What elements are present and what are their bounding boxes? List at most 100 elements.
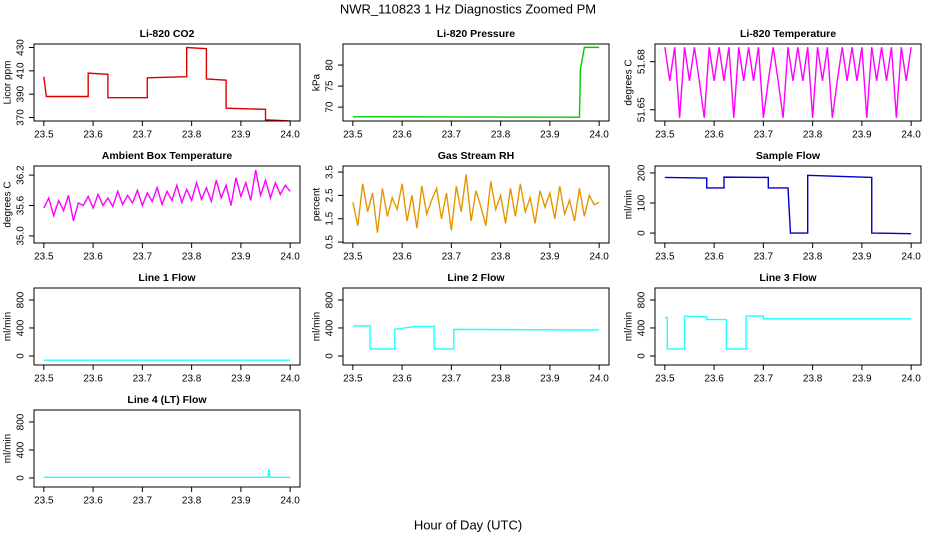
x-tick-label: 23.6 xyxy=(83,130,103,141)
x-tick-label: 23.7 xyxy=(133,496,153,507)
x-tick-label: 23.5 xyxy=(655,252,675,263)
x-tick-label: 23.7 xyxy=(754,374,774,385)
y-tick-label: 35.0 xyxy=(16,226,27,246)
plot-frame xyxy=(654,43,922,122)
y-tick-label: 2.5 xyxy=(325,188,336,202)
y-tick-label: 200 xyxy=(637,164,648,181)
y-tick-label: 800 xyxy=(325,291,336,308)
plot-frame xyxy=(654,165,922,244)
y-axis-label: ml/min xyxy=(3,434,14,463)
plot-frame xyxy=(342,287,610,366)
x-tick-label: 23.9 xyxy=(540,252,560,263)
plot-frame xyxy=(342,165,610,244)
x-tick-label: 23.8 xyxy=(491,130,511,141)
panel: Ambient Box Temperature degrees C 23.5 23.6… xyxy=(3,150,301,263)
plot-area xyxy=(43,46,291,121)
x-tick-label: 24.0 xyxy=(901,252,921,263)
panel-title: Li-820 Pressure xyxy=(437,28,515,40)
panel: Li-820 Pressure kPa 23.5 23.6 23.7 23.8 23.9 24… xyxy=(312,28,610,141)
data-line xyxy=(664,315,912,350)
x-tick-label: 23.7 xyxy=(442,252,462,263)
data-line xyxy=(352,46,600,118)
x-tick-label: 23.6 xyxy=(392,130,412,141)
panel: Li-820 Temperature degrees C 23.5 23.6 23.7 2… xyxy=(624,28,922,141)
y-tick-label: 0 xyxy=(16,353,27,359)
plot-area xyxy=(352,46,600,118)
y-tick-label: 70 xyxy=(325,101,336,113)
y-tick-label: 1.5 xyxy=(325,211,336,225)
data-line xyxy=(43,46,291,121)
x-tick-label: 24.0 xyxy=(589,130,609,141)
x-tick-label: 23.9 xyxy=(540,374,560,385)
y-tick-label: 0 xyxy=(16,475,27,481)
x-tick-label: 24.0 xyxy=(280,374,300,385)
plot-area xyxy=(664,315,912,350)
y-tick-label: 0 xyxy=(325,353,336,359)
x-tick-label: 23.6 xyxy=(392,252,412,263)
x-tick-label: 23.8 xyxy=(491,374,511,385)
panel: Line 1 Flow ml/min 23.5 23.6 23.7 23.8 23.9 24.… xyxy=(3,272,301,385)
plot-area xyxy=(43,169,291,221)
y-tick-label: 0 xyxy=(637,353,648,359)
data-line xyxy=(43,169,291,221)
x-tick-label: 23.9 xyxy=(852,374,872,385)
x-tick-label: 23.6 xyxy=(83,496,103,507)
x-tick-label: 23.6 xyxy=(704,252,724,263)
x-tick-label: 23.7 xyxy=(442,130,462,141)
panel-title: Li-820 Temperature xyxy=(740,28,836,40)
x-tick-label: 23.6 xyxy=(392,374,412,385)
x-tick-label: 23.8 xyxy=(182,130,202,141)
x-tick-label: 23.8 xyxy=(803,130,823,141)
y-tick-label: 370 xyxy=(16,109,27,126)
panel-title: Line 3 Flow xyxy=(759,272,817,284)
figure-title: NWR_110823 1 Hz Diagnostics Zoomed PM xyxy=(340,1,596,16)
x-tick-label: 24.0 xyxy=(901,130,921,141)
x-tick-label: 23.7 xyxy=(754,130,774,141)
plot-area xyxy=(352,325,600,350)
y-tick-label: 80 xyxy=(325,59,336,71)
x-axis-label: Hour of Day (UTC) xyxy=(414,517,522,532)
x-tick-label: 23.6 xyxy=(704,374,724,385)
x-tick-label: 23.9 xyxy=(231,252,251,263)
plot-frame xyxy=(342,43,610,122)
y-tick-label: 400 xyxy=(16,319,27,336)
x-tick-label: 23.5 xyxy=(343,130,363,141)
x-tick-label: 23.6 xyxy=(704,130,724,141)
x-tick-label: 23.5 xyxy=(34,374,54,385)
x-tick-label: 23.8 xyxy=(803,252,823,263)
plot-frame xyxy=(33,165,301,244)
y-axis-label: degrees C xyxy=(624,59,635,105)
x-tick-label: 23.8 xyxy=(491,252,511,263)
data-line xyxy=(664,47,912,118)
panel-title: Ambient Box Temperature xyxy=(102,150,233,162)
y-tick-label: 0 xyxy=(637,230,648,236)
y-tick-label: 410 xyxy=(16,62,27,79)
x-tick-label: 23.5 xyxy=(343,374,363,385)
y-tick-label: 100 xyxy=(637,194,648,211)
x-tick-label: 23.8 xyxy=(803,374,823,385)
y-tick-label: 51.65 xyxy=(637,97,648,122)
x-tick-label: 24.0 xyxy=(589,252,609,263)
y-tick-label: 800 xyxy=(16,413,27,430)
panel-title: Line 1 Flow xyxy=(138,272,196,284)
panel-title: Line 4 (LT) Flow xyxy=(127,394,207,406)
y-tick-label: 800 xyxy=(16,291,27,308)
plot-area xyxy=(664,47,912,118)
x-tick-label: 23.6 xyxy=(83,252,103,263)
x-tick-label: 23.5 xyxy=(655,374,675,385)
y-tick-label: 75 xyxy=(325,80,336,92)
y-axis-label: degrees C xyxy=(3,181,14,227)
data-line xyxy=(352,325,600,350)
x-tick-label: 24.0 xyxy=(901,374,921,385)
x-tick-label: 23.7 xyxy=(442,374,462,385)
y-tick-label: 400 xyxy=(637,319,648,336)
x-tick-label: 24.0 xyxy=(280,130,300,141)
y-tick-label: 36.2 xyxy=(16,165,27,185)
y-tick-label: 400 xyxy=(325,319,336,336)
x-tick-label: 23.9 xyxy=(231,374,251,385)
x-tick-label: 23.9 xyxy=(540,130,560,141)
x-tick-label: 23.9 xyxy=(231,496,251,507)
y-axis-label: ml/min xyxy=(312,312,323,341)
panel: Sample Flow ml/min 23.5 23.6 23.7 23.8 23.9 24.… xyxy=(624,150,922,263)
